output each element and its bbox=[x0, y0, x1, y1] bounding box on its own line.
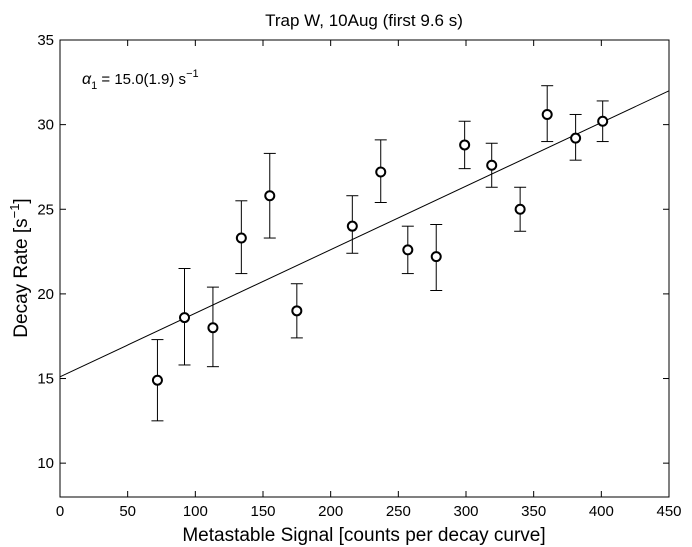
data-point bbox=[179, 312, 191, 324]
y-tick-label: 20 bbox=[37, 286, 54, 303]
x-tick-label: 200 bbox=[318, 503, 343, 520]
x-tick-label: 0 bbox=[56, 503, 64, 520]
data-point bbox=[375, 166, 387, 178]
y-axis-title-main: Decay Rate [s bbox=[11, 218, 32, 337]
x-tick-label: 400 bbox=[589, 503, 614, 520]
data-points bbox=[151, 85, 609, 422]
y-axis-title-sup: −1 bbox=[7, 204, 22, 219]
y-axis-title: Decay Rate [s−1] bbox=[7, 198, 32, 337]
x-tick-label: 350 bbox=[521, 503, 546, 520]
data-point bbox=[264, 190, 276, 202]
data-point bbox=[597, 115, 609, 127]
data-point bbox=[402, 244, 414, 256]
alpha-unit-exponent: −1 bbox=[186, 68, 199, 80]
data-point bbox=[430, 251, 442, 263]
alpha-value: = 15.0(1.9) s bbox=[97, 71, 186, 88]
data-point bbox=[207, 322, 219, 334]
y-tick-label: 35 bbox=[37, 32, 54, 49]
plot-area bbox=[59, 39, 670, 498]
data-point bbox=[486, 159, 498, 171]
data-point bbox=[235, 232, 247, 244]
x-tick-label: 300 bbox=[453, 503, 478, 520]
fit-line bbox=[59, 90, 670, 378]
data-point bbox=[291, 305, 303, 317]
y-tick-label: 10 bbox=[37, 455, 54, 472]
x-tick-label: 250 bbox=[386, 503, 411, 520]
fit-line-group bbox=[59, 90, 670, 378]
y-tick-label: 25 bbox=[37, 201, 54, 218]
data-point bbox=[514, 203, 526, 215]
y-tick-label: 15 bbox=[37, 371, 54, 388]
x-tick-label: 100 bbox=[183, 503, 208, 520]
x-tick-label: 50 bbox=[119, 503, 136, 520]
y-axis-title-close: ] bbox=[11, 198, 32, 203]
alpha-symbol: α bbox=[82, 71, 92, 88]
alpha-subscript: 1 bbox=[91, 80, 97, 92]
x-tick-label: 450 bbox=[656, 503, 681, 520]
data-point bbox=[459, 139, 471, 151]
x-tick-label: 150 bbox=[250, 503, 275, 520]
data-point bbox=[346, 220, 358, 232]
y-tick-label: 30 bbox=[37, 117, 54, 134]
alpha-annotation: α1 = 15.0(1.9) s−1 bbox=[82, 68, 199, 92]
data-point bbox=[541, 108, 553, 120]
x-axis-title: Metastable Signal [counts per decay curv… bbox=[182, 525, 545, 546]
chart-title: Trap W, 10Aug (first 9.6 s) bbox=[265, 11, 463, 30]
axis-ticks: 0 50 100 150 200 250 300 350 400 450 10 15 20 25 30 35 bbox=[37, 32, 681, 520]
data-point bbox=[570, 132, 582, 144]
data-point bbox=[151, 374, 163, 386]
